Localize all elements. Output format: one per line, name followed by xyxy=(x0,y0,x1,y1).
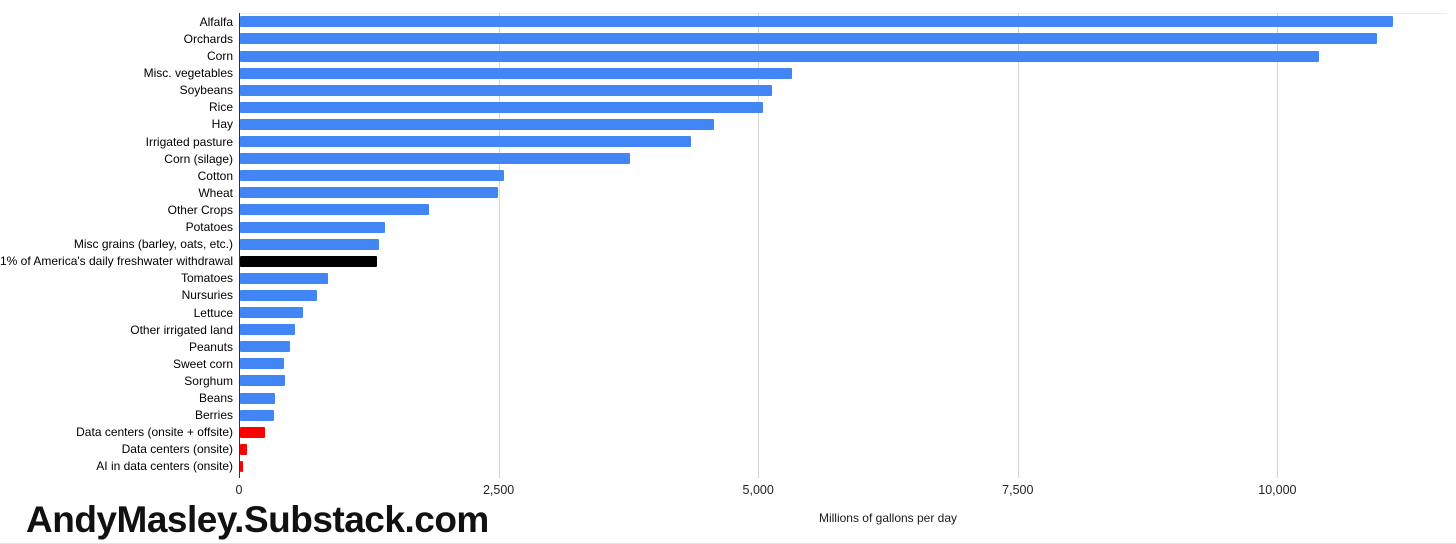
bar xyxy=(240,50,1319,62)
category-label: Wheat xyxy=(198,185,233,200)
x-tick-label: 7,500 xyxy=(1002,483,1034,497)
bar xyxy=(240,375,285,387)
category-label: Tomatoes xyxy=(180,271,233,286)
category-label: Sorghum xyxy=(184,373,233,388)
x-tick-label: 10,000 xyxy=(1258,483,1297,497)
category-label: Alfalfa xyxy=(199,14,233,29)
category-label: Corn xyxy=(206,49,233,63)
bar xyxy=(240,170,504,182)
category-label: Potatoes xyxy=(185,220,233,234)
category-label: Corn (silage) xyxy=(164,151,233,166)
gridline xyxy=(758,13,760,478)
gridline xyxy=(1017,13,1019,478)
category-label: Data centers (onsite) xyxy=(121,442,233,457)
bar xyxy=(240,101,764,113)
category-label: Nursuries xyxy=(181,288,233,303)
category-label: Misc grains (barley, oats, etc.) xyxy=(73,237,233,252)
bar xyxy=(240,426,266,438)
bar xyxy=(240,118,715,130)
category-label: Irrigated pasture xyxy=(145,134,233,149)
bar xyxy=(240,33,1378,45)
category-label: Data centers (onsite + offsite) xyxy=(76,425,233,440)
gridline xyxy=(498,13,500,478)
category-label: Misc. vegetables xyxy=(143,66,233,81)
bar xyxy=(240,392,276,404)
category-label: Hay xyxy=(211,117,233,132)
x-tick-label: 5,000 xyxy=(742,483,774,497)
category-label: Lettuce xyxy=(193,305,233,320)
x-tick-label: 2,500 xyxy=(482,483,515,497)
bar xyxy=(240,460,244,472)
bar xyxy=(240,358,285,370)
x-axis-title: Millions of gallons per day xyxy=(818,511,958,525)
category-label: Peanuts xyxy=(188,339,233,354)
bar xyxy=(240,443,247,455)
plot-top-border xyxy=(239,13,1447,14)
category-label: Berries xyxy=(194,408,233,423)
bar xyxy=(240,204,429,216)
bar xyxy=(240,16,1393,28)
bar xyxy=(240,289,317,301)
category-label: Orchards xyxy=(183,31,233,46)
bar xyxy=(240,221,386,233)
category-label: Soybeans xyxy=(179,83,233,98)
category-label: AI in data centers (onsite) xyxy=(96,459,233,474)
category-label: Other Crops xyxy=(167,202,233,217)
category-label: Cotton xyxy=(197,168,233,183)
x-tick-label: 0 xyxy=(235,483,243,497)
y-axis-line xyxy=(239,13,240,478)
bar xyxy=(240,255,378,267)
bar xyxy=(240,324,295,336)
category-label: Beans xyxy=(198,391,233,405)
bar xyxy=(240,341,290,353)
bar xyxy=(240,307,304,318)
bar xyxy=(240,272,328,284)
bar xyxy=(240,153,630,165)
bar xyxy=(240,136,691,147)
watermark-text: AndyMasley.Substack.com xyxy=(26,499,489,540)
category-label: 1% of America's daily freshwater withdra… xyxy=(0,254,234,269)
category-label: Other irrigated land xyxy=(130,322,233,337)
category-label: Sweet corn xyxy=(172,356,233,371)
gridline xyxy=(1277,13,1279,478)
bar xyxy=(240,409,275,421)
bar xyxy=(240,84,772,96)
bar xyxy=(240,238,380,250)
bar xyxy=(240,67,793,79)
category-label: Rice xyxy=(208,100,233,115)
bar xyxy=(240,187,498,199)
